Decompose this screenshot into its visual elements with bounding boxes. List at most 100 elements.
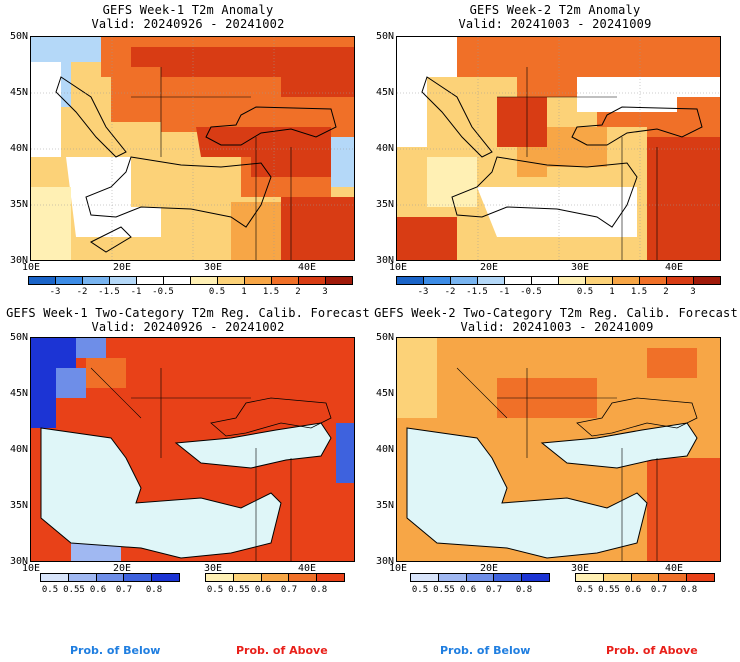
below-colorbar-p3 [40,573,180,582]
lat-label-45n-p1: 45N [9,87,28,98]
colorbar-swatch [576,574,604,581]
anomaly-tick-label: 0.5 [576,287,594,297]
colorbar-swatch [206,574,234,581]
colorbar-swatch [41,574,69,581]
colorbar-swatch [397,277,424,284]
anomaly-tick-label: -3 [417,287,429,297]
colorbar-swatch [137,277,164,284]
colorbar-swatch [411,574,439,581]
prob-below-label-left: Prob. of Below [70,644,161,657]
colorbar-swatch [559,277,586,284]
below-colorbar-p4 [410,573,550,582]
colorbar-swatch [603,574,632,581]
colorbar-swatch [532,277,559,284]
lat-label-30n-p4: 30N [375,556,394,567]
lat-label-40n-p3: 40N [9,444,28,455]
colorbar-swatch [317,574,344,581]
below-tick-label: 0.7 [485,585,503,595]
colorbar-swatch [505,277,532,284]
week1-anomaly-map [30,36,355,261]
anomaly-tick-label: -1.5 [466,287,488,297]
anomaly-tick-label: -2 [444,287,456,297]
colorbar-swatch [83,277,110,284]
prob-above-label-left: Prob. of Above [236,644,328,657]
lon-label-20e-p4: 20E [480,563,499,574]
above-tick-label: 0.8 [680,585,698,595]
anomaly-tick-label: 0.5 [208,287,226,297]
lat-label-45n-p2: 45N [375,87,394,98]
anomaly-tick-label: -1 [130,287,142,297]
lat-label-30n-p3: 30N [9,556,28,567]
colorbar-swatch [164,277,191,284]
colorbar-swatch [694,277,720,284]
lat-label-35n-p1: 35N [9,199,28,210]
lat-label-40n-p4: 40N [375,444,394,455]
anomaly-tick-label: -0.5 [152,287,174,297]
lon-label-10e-p1: 10E [22,262,41,273]
lat-label-45n-p3: 45N [9,388,28,399]
lat-label-40n-p1: 40N [9,143,28,154]
prob-below-label-right: Prob. of Below [440,644,531,657]
colorbar-swatch [218,277,245,284]
anomaly-tick-label: -0.5 [520,287,542,297]
colorbar-swatch [124,574,153,581]
colorbar-swatch [299,277,326,284]
colorbar-swatch [687,574,714,581]
prob-above-label-right: Prob. of Above [606,644,698,657]
above-tick-label: 0.55 [598,585,620,595]
lat-label-40n-p2: 40N [375,143,394,154]
panel-2-title: GEFS Week-2 T2m Anomaly [469,3,641,17]
lat-label-50n-p3: 50N [9,332,28,343]
below-tick-label: 0.6 [89,585,107,595]
lon-label-10e-p2: 10E [389,262,408,273]
colorbar-swatch [68,574,97,581]
colorbar-swatch [152,574,179,581]
colorbar-swatch [494,574,523,581]
colorbar-swatch [631,574,660,581]
colorbar-swatch [272,277,299,284]
above-tick-label: 0.6 [624,585,642,595]
panel-4-title: GEFS Week-2 Two-Category T2m Reg. Calib.… [374,306,738,320]
lat-label-35n-p4: 35N [375,500,394,511]
lat-label-30n-p1: 30N [9,255,28,266]
below-tick-label: 0.6 [459,585,477,595]
anomaly-tick-label: -1.5 [98,287,120,297]
colorbar-swatch [466,574,495,581]
above-tick-label: 0.7 [280,585,298,595]
anomaly-tick-label: -1 [498,287,510,297]
anomaly-tick-label: 3 [690,287,696,297]
above-tick-label: 0.7 [650,585,668,595]
lon-label-40e-p2: 40E [665,262,684,273]
lat-label-45n-p4: 45N [375,388,394,399]
colorbar-swatch [438,574,467,581]
colorbar-swatch [326,277,352,284]
lon-label-10e-p3: 10E [22,563,41,574]
colorbar-swatch [233,574,262,581]
lon-label-20e-p1: 20E [113,262,132,273]
colorbar-swatch [667,277,694,284]
colorbar-swatch [613,277,640,284]
lon-label-30e-p3: 30E [204,563,223,574]
colorbar-swatch [96,574,125,581]
anomaly-tick-label: 1 [609,287,615,297]
lat-label-50n-p1: 50N [9,31,28,42]
week2-anomaly-map [396,36,721,261]
colorbar-swatch [56,277,83,284]
colorbar-swatch [659,574,688,581]
panel-2-valid: Valid: 20241003 - 20241009 [458,17,652,31]
anomaly-tick-label: -3 [49,287,61,297]
anomaly-tick-label: -2 [76,287,88,297]
lon-label-20e-p3: 20E [113,563,132,574]
above-colorbar-p3 [205,573,345,582]
below-tick-label: 0.7 [115,585,133,595]
panel-1-title: GEFS Week-1 T2m Anomaly [102,3,274,17]
anomaly-tick-label: 1 [241,287,247,297]
colorbar-swatch [522,574,549,581]
above-tick-label: 0.8 [310,585,328,595]
above-tick-label: 0.5 [206,585,224,595]
lon-label-20e-p2: 20E [480,262,499,273]
anomaly-tick-label: 1.5 [630,287,648,297]
lat-label-35n-p2: 35N [375,199,394,210]
lat-label-50n-p2: 50N [375,31,394,42]
week2-probability-map [396,337,721,562]
